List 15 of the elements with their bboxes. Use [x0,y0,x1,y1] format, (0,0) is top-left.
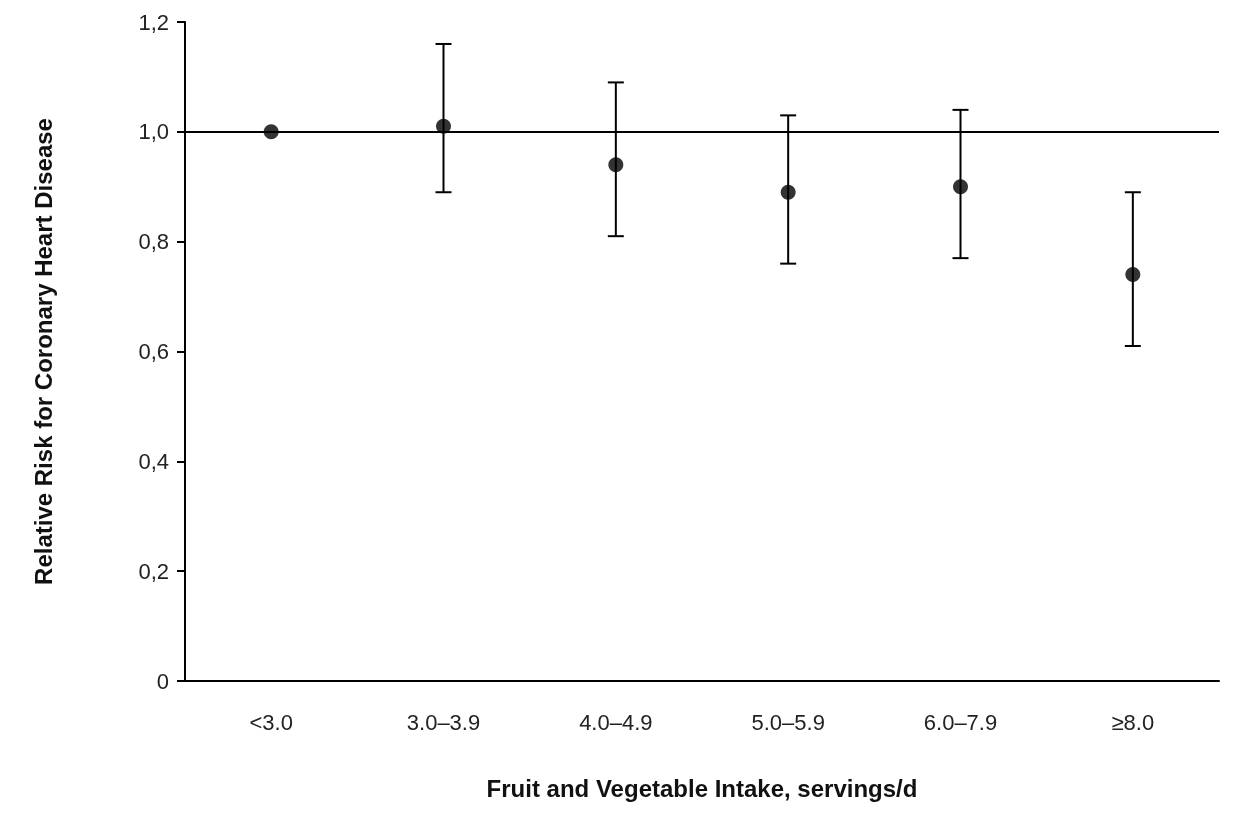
x-tick-label: 3.0–3.9 [406,709,481,735]
y-tick-label: 0,2 [138,558,169,584]
x-tick-label: ≥8.0 [1111,709,1155,735]
y-axis-title: Relative Risk for Coronary Heart Disease [29,118,57,585]
y-tick-label: 0,8 [138,229,169,255]
x-tick-label: 5.0–5.9 [751,709,825,735]
x-tick-label: 6.0–7.9 [923,709,998,735]
y-tick-label: 0,4 [138,448,169,474]
y-tick-label: 1,2 [138,9,169,35]
x-tick-label: 4.0–4.9 [579,709,653,735]
y-tick-label: 0 [156,668,169,694]
y-tick-label: 1,0 [138,119,169,145]
y-tick-label: 0,6 [138,339,169,364]
x-axis-title: Fruit and Vegetable Intake, servings/d [486,774,918,802]
x-tick-label: <3.0 [249,709,293,735]
